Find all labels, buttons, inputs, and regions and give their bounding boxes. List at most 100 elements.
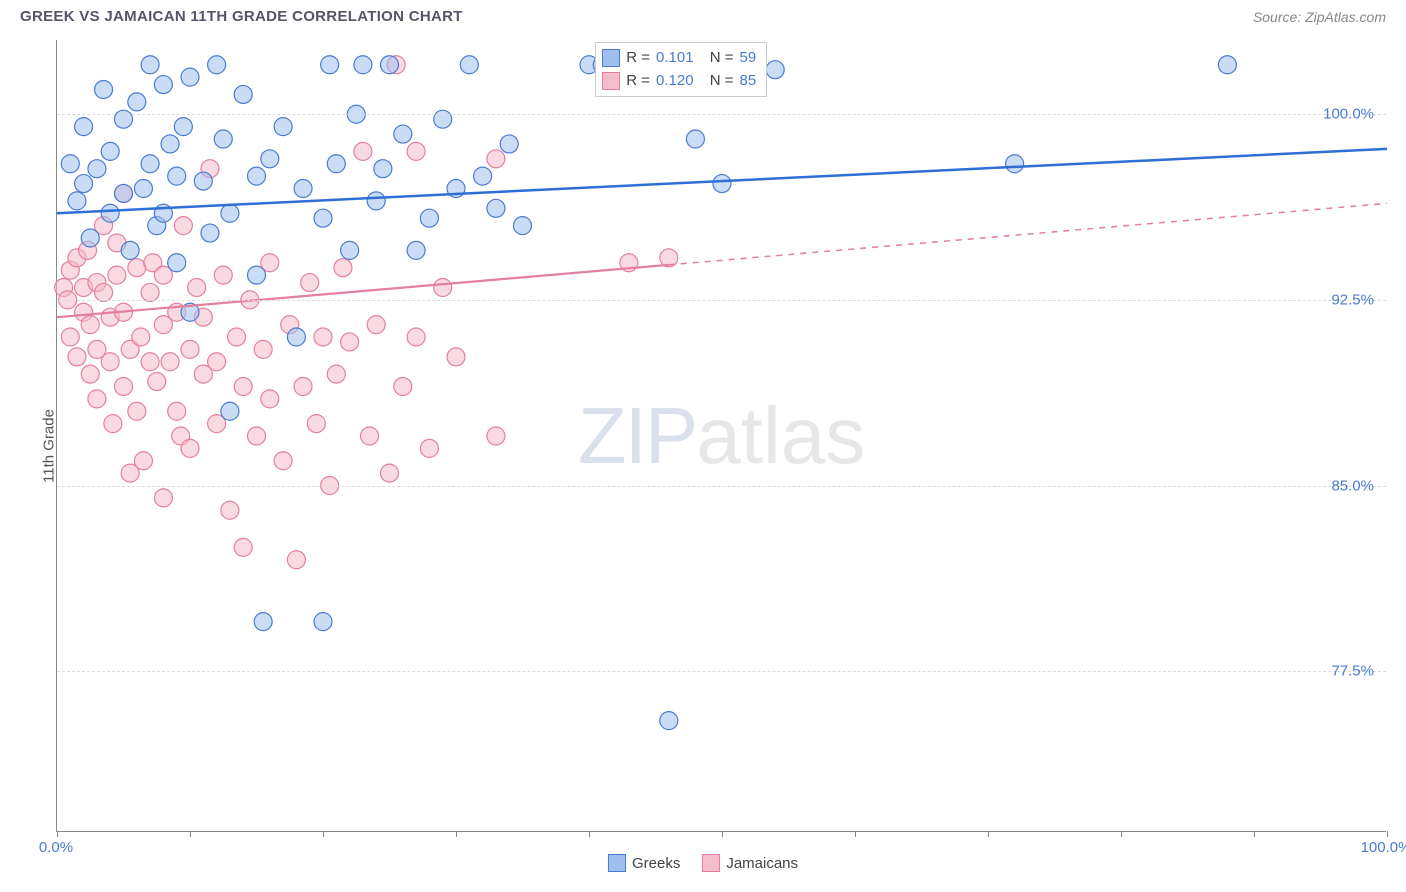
x-tick [456,831,457,837]
scatter-point [514,217,532,235]
scatter-point [367,192,385,210]
scatter-point [367,316,385,334]
scatter-point [248,266,266,284]
scatter-point [321,56,339,74]
x-tick [988,831,989,837]
scatter-point [234,538,252,556]
scatter-point [434,110,452,128]
x-tick [57,831,58,837]
scatter-point [287,328,305,346]
y-tick-label: 100.0% [1323,106,1374,123]
scatter-point [188,279,206,297]
scatter-point [194,172,212,190]
scatter-point [132,328,150,346]
scatter-point [214,130,232,148]
scatter-point [128,93,146,111]
scatter-point [75,175,93,193]
scatter-point [407,241,425,259]
scatter-point [420,439,438,457]
n-value-jamaicans: 85 [739,70,756,93]
scatter-point [68,348,86,366]
scatter-point [181,439,199,457]
scatter-point [248,167,266,185]
scatter-point [208,56,226,74]
y-tick-label: 77.5% [1331,663,1374,680]
scatter-point [1006,155,1024,173]
scatter-point [134,452,152,470]
scatter-svg [57,40,1386,831]
scatter-point [381,464,399,482]
scatter-point [314,328,332,346]
r-label: R = [626,47,650,70]
scatter-point [341,241,359,259]
scatter-point [307,415,325,433]
scatter-point [248,427,266,445]
scatter-point [81,316,99,334]
scatter-point [154,76,172,94]
scatter-point [287,551,305,569]
scatter-point [181,68,199,86]
scatter-point [75,118,93,136]
scatter-point [381,56,399,74]
legend-item-greeks: Greeks [608,854,680,872]
scatter-point [407,142,425,160]
scatter-point [447,348,465,366]
legend-label-jamaicans: Jamaicans [726,855,798,872]
scatter-point [274,118,292,136]
y-tick-label: 92.5% [1331,291,1374,308]
scatter-point [487,150,505,168]
scatter-point [261,390,279,408]
scatter-point [95,81,113,99]
chart-title: GREEK VS JAMAICAN 11TH GRADE CORRELATION… [20,8,463,25]
scatter-point [208,353,226,371]
x-tick [855,831,856,837]
swatch-jamaicans [602,72,620,90]
swatch-greeks [608,854,626,872]
scatter-point [460,56,478,74]
scatter-point [660,712,678,730]
scatter-point [686,130,704,148]
x-tick [722,831,723,837]
scatter-point [141,283,159,301]
scatter-point [354,142,372,160]
scatter-point [128,259,146,277]
scatter-point [154,489,172,507]
scatter-point [141,56,159,74]
scatter-point [254,340,272,358]
scatter-point [314,613,332,631]
scatter-point [121,241,139,259]
scatter-point [327,365,345,383]
scatter-point [234,85,252,103]
scatter-point [128,402,146,420]
scatter-point [88,160,106,178]
scatter-point [61,328,79,346]
trend-line-extrapolated [669,203,1387,264]
scatter-point [101,142,119,160]
legend-stats-row-jamaicans: R = 0.120 N = 85 [602,70,756,93]
scatter-point [174,118,192,136]
scatter-point [168,254,186,272]
scatter-point [141,353,159,371]
scatter-point [201,224,219,242]
scatter-point [274,452,292,470]
r-label: R = [626,70,650,93]
chart-plot-area: ZIPatlas R = 0.101 N = 59 R = 0.120 N = … [56,40,1386,832]
scatter-point [101,204,119,222]
gridline-h [57,300,1386,301]
scatter-point [214,266,232,284]
scatter-point [487,199,505,217]
x-tick [1121,831,1122,837]
x-tick [1254,831,1255,837]
swatch-jamaicans [702,854,720,872]
gridline-h [57,486,1386,487]
scatter-point [88,390,106,408]
scatter-point [95,283,113,301]
y-tick-label: 85.0% [1331,477,1374,494]
x-tick [323,831,324,837]
r-value-greeks: 0.101 [656,47,694,70]
scatter-point [168,402,186,420]
r-value-jamaicans: 0.120 [656,70,694,93]
scatter-point [314,209,332,227]
scatter-point [1218,56,1236,74]
x-tick [190,831,191,837]
